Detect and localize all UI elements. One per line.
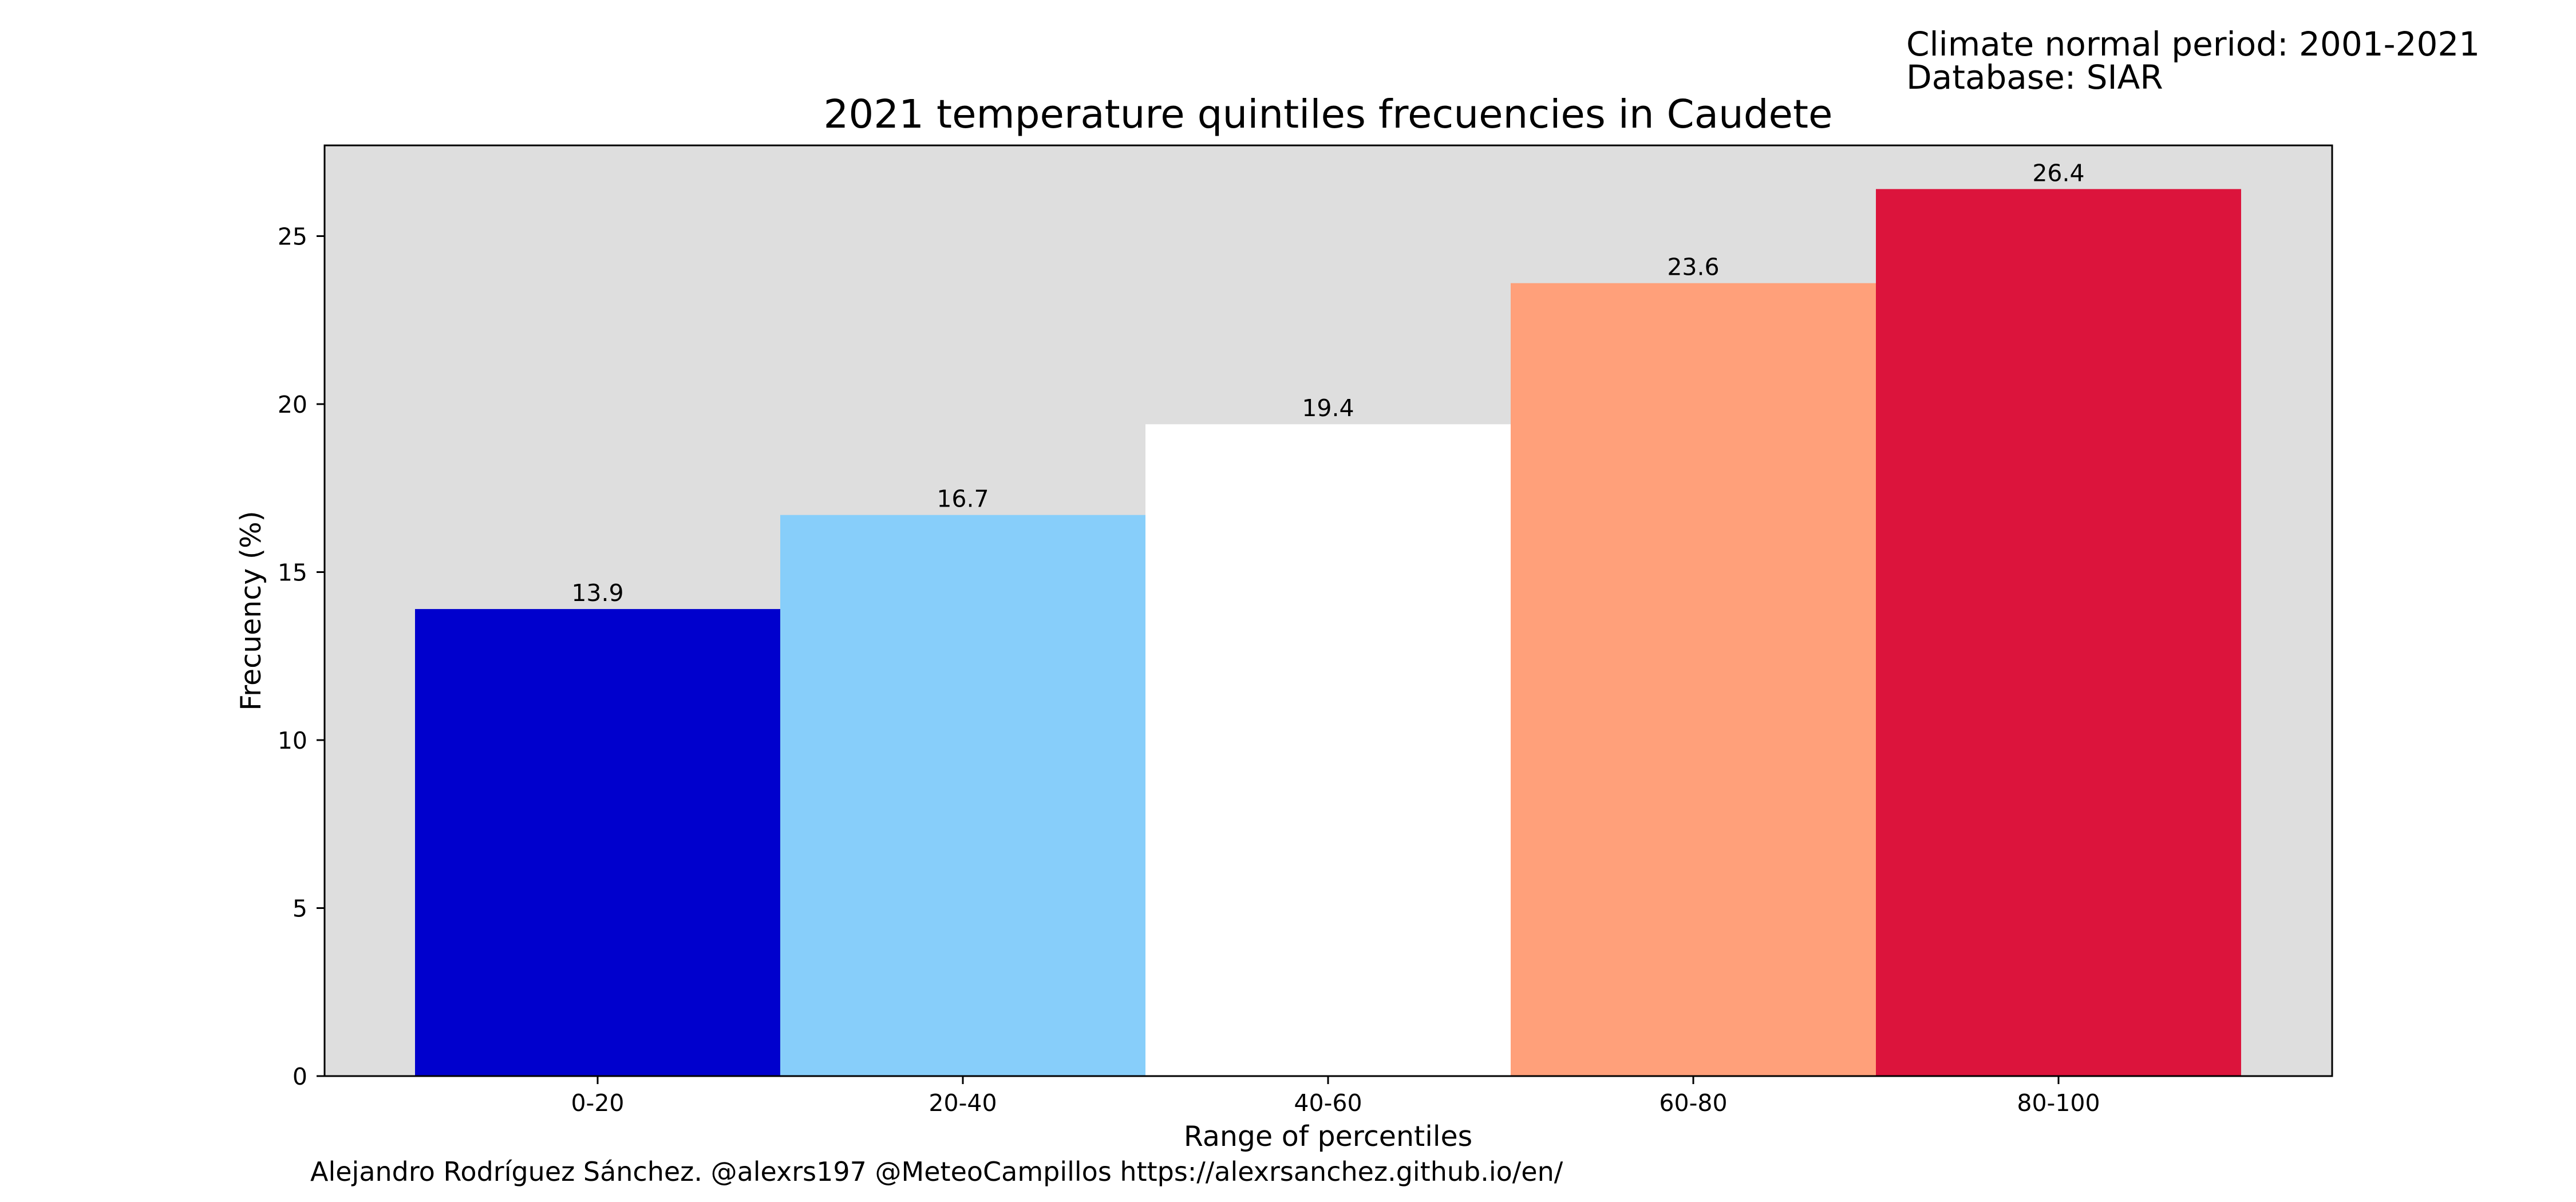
- x-tick-label-0-20: 0-20: [571, 1089, 624, 1117]
- y-tick-label-15: 15: [278, 559, 307, 586]
- x-tick-label-60-80: 60-80: [1659, 1089, 1727, 1117]
- chart-title: 2021 temperature quintiles frecuencies i…: [823, 92, 1832, 137]
- author-credit: Alejandro Rodríguez Sánchez. @alexrs197 …: [310, 1156, 1563, 1187]
- bar-80-100: [1876, 189, 2241, 1077]
- bar-value-label-20-40: 16.7: [937, 485, 989, 513]
- bar-value-label-80-100: 26.4: [2032, 159, 2084, 187]
- bar-value-label-60-80: 23.6: [1667, 254, 1719, 281]
- x-axis: 0-20 20-40 40-60 60-80 80-100: [571, 1076, 2100, 1117]
- y-tick-label-20: 20: [278, 391, 307, 418]
- y-tick-label-5: 5: [293, 895, 307, 922]
- y-axis: 0 5 10 15 20 25: [278, 223, 325, 1090]
- bar-value-label-0-20: 13.9: [571, 579, 623, 607]
- bars-group: [415, 189, 2241, 1077]
- x-axis-label: Range of percentiles: [1184, 1120, 1472, 1153]
- bar-0-20: [415, 609, 780, 1076]
- y-tick-label-25: 25: [278, 223, 307, 250]
- database-note: Database: SIAR: [1906, 58, 2163, 97]
- x-tick-label-80-100: 80-100: [2017, 1089, 2100, 1117]
- y-axis-label: Frecuency (%): [235, 511, 267, 710]
- x-tick-label-40-60: 40-60: [1294, 1089, 1362, 1117]
- bar-value-labels: 13.9 16.7 19.4 23.6 26.4: [571, 159, 2084, 607]
- climate-period-note: Climate normal period: 2001-2021: [1906, 25, 2480, 64]
- bar-40-60: [1145, 424, 1511, 1076]
- y-tick-label-10: 10: [278, 727, 307, 754]
- x-tick-label-20-40: 20-40: [929, 1089, 997, 1117]
- bar-value-label-40-60: 19.4: [1302, 394, 1354, 422]
- y-tick-label-0: 0: [293, 1063, 307, 1090]
- bar-20-40: [780, 515, 1145, 1076]
- bar-60-80: [1511, 283, 1876, 1076]
